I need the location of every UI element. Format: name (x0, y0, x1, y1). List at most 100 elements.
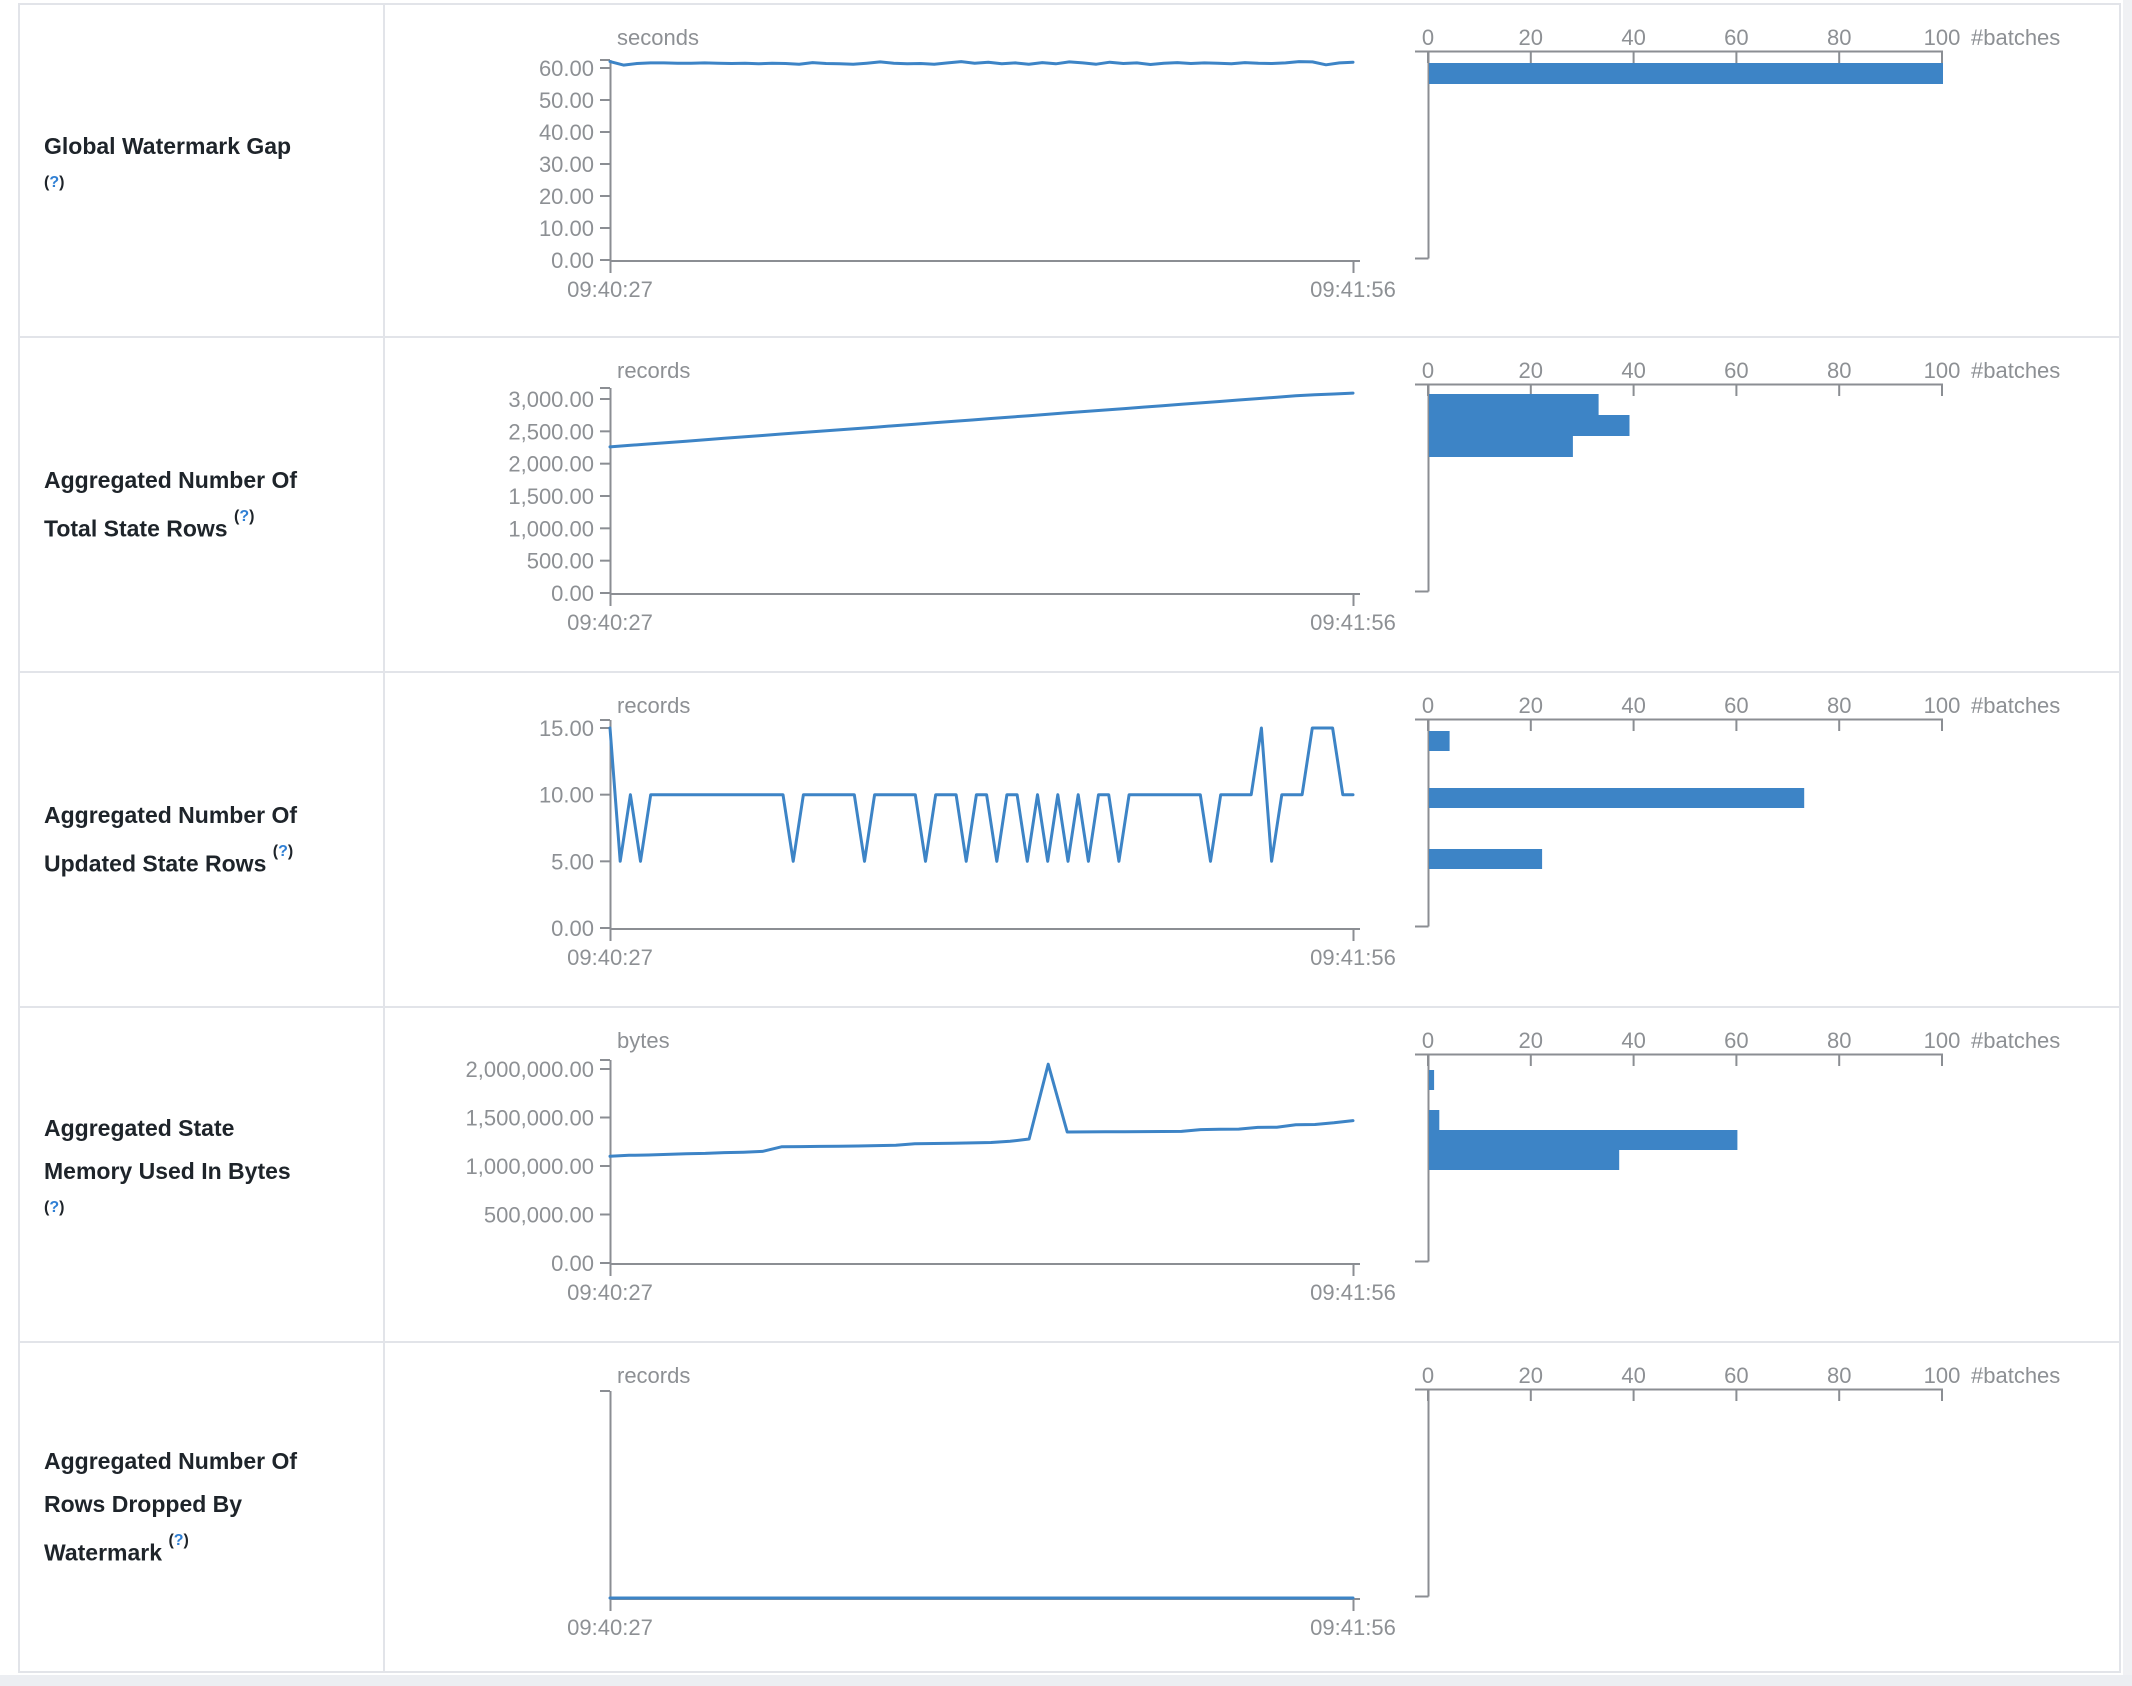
histogram-axis-tick-label: 60 (1724, 358, 1748, 383)
histogram-bar (1429, 63, 1943, 84)
help-question-icon[interactable]: ? (278, 842, 288, 860)
y-axis-tick-label: 40.00 (539, 120, 594, 145)
x-axis-end-label: 09:41:56 (1310, 1615, 1396, 1640)
histogram-axis-tick-label: 100 (1924, 1028, 1961, 1053)
y-axis-tick-label: 1,500,000.00 (466, 1106, 594, 1131)
histogram-bar (1429, 1070, 1435, 1090)
histogram-axis-tick-label: 80 (1827, 1363, 1851, 1388)
x-axis-end-label: 09:41:56 (1310, 945, 1396, 970)
charts-cell: bytes 2,000,000.00 1,500,000.00 1,000,000.0… (385, 1008, 2119, 1341)
histogram-axis-tick-label: 60 (1724, 1028, 1748, 1053)
metric-title-text: Aggregated Number Of (44, 801, 298, 828)
timeline-unit-label: seconds (617, 25, 699, 50)
histogram-bar (1429, 1110, 1440, 1130)
metric-title-line: Updated State Rows (?) (44, 837, 369, 886)
metric-title-line: Aggregated Number Of (44, 1440, 369, 1483)
help-paren-open: ( (272, 842, 279, 860)
metric-row: Aggregated State Memory Used In Bytes (?) b… (20, 1008, 2119, 1343)
histogram-axis-tick-label: 80 (1827, 358, 1851, 383)
histogram-axis-tick-label: 20 (1519, 1363, 1543, 1388)
timeline-data-line (608, 1062, 1355, 1158)
y-axis-tick-label: 2,000.00 (508, 452, 594, 477)
histogram-axis-tick-label: 40 (1621, 1028, 1645, 1053)
histogram-bar (1429, 849, 1543, 869)
metric-charts-svg: bytes 2,000,000.00 1,500,000.00 1,000,000.0… (466, 1028, 2061, 1305)
histogram-bar (1429, 1150, 1620, 1170)
y-axis-tick-label: 60.00 (539, 56, 594, 81)
help-paren-close: ) (59, 1199, 65, 1217)
help-paren-open: ( (168, 1531, 174, 1549)
y-axis-tick-label: 10.00 (539, 216, 594, 241)
metric-title-text: Updated State Rows (44, 850, 267, 877)
x-axis-start-label: 09:40:27 (567, 1615, 653, 1640)
charts-cell: records 3,000.00 2,500.00 2,000.00 1,500.00 1… (385, 338, 2119, 671)
metric-charts-svg: records 09:40:27 09:41:56 0 20 40 60 80 100 #batc… (567, 1363, 2060, 1640)
histogram-axis-tick-label: 0 (1422, 1363, 1434, 1388)
histogram-bar (1429, 436, 1573, 457)
histogram-axis-tick-label: 40 (1621, 693, 1645, 718)
histogram-axis-tick-label: 0 (1422, 693, 1434, 718)
y-axis-tick-label: 2,500.00 (508, 419, 594, 444)
histogram-bar (1429, 788, 1805, 808)
help-question-icon[interactable]: ? (173, 1531, 184, 1549)
metric-label-cell: Aggregated Number Of Total State Rows (?) (20, 338, 385, 671)
histogram-axis-tick-label: 60 (1724, 1363, 1748, 1388)
timeline-unit-label: records (617, 358, 690, 383)
timeline-data-line (608, 60, 1355, 67)
metric-title-line: (?) (44, 168, 369, 217)
histogram-axis-label: #batches (1971, 358, 2060, 383)
charts-cell: seconds 60.00 50.00 40.00 30.00 20.00 10.00 0.0… (385, 5, 2119, 336)
histogram-axis-tick-label: 40 (1621, 358, 1645, 383)
histogram-axis-tick-label: 100 (1924, 25, 1961, 50)
metric-title-text: Memory Used In Bytes (44, 1158, 291, 1185)
timeline-data-line (608, 391, 1355, 449)
metric-charts-svg: records 3,000.00 2,500.00 2,000.00 1,500.00 1… (508, 358, 2060, 635)
y-axis-tick-label: 10.00 (539, 783, 594, 808)
histogram-axis-label: #batches (1971, 693, 2060, 718)
metric-title-line: (?) (44, 1193, 369, 1242)
histogram-axis-label: #batches (1971, 1028, 2060, 1053)
histogram-axis-tick-label: 100 (1924, 1363, 1961, 1388)
charts-cell: records 15.00 10.00 5.00 0.00 09:40:27 09:41:5… (385, 673, 2119, 1006)
histogram-axis-tick-label: 0 (1422, 358, 1434, 383)
metric-title-line: Total State Rows (?) (44, 502, 369, 551)
timeline-unit-label: records (617, 1363, 690, 1388)
help-question-icon[interactable]: ? (49, 1199, 60, 1217)
metric-row: Global Watermark Gap (?) seconds 60.00 50.00… (20, 5, 2119, 338)
help-paren-close: ) (183, 1531, 189, 1549)
histogram-axis-label: #batches (1971, 1363, 2060, 1388)
y-axis-tick-label: 1,000.00 (508, 516, 594, 541)
y-axis-tick-label: 1,000,000.00 (466, 1154, 594, 1179)
histogram-axis-tick-label: 0 (1422, 25, 1434, 50)
streaming-statistics-table: Global Watermark Gap (?) seconds 60.00 50.00… (18, 3, 2121, 1673)
x-axis-end-label: 09:41:56 (1310, 610, 1396, 635)
metric-title-line: Global Watermark Gap (44, 125, 369, 168)
metric-title-line: Rows Dropped By (44, 1483, 369, 1526)
histogram-axis-tick-label: 60 (1724, 25, 1748, 50)
help-paren-open: ( (44, 1199, 50, 1217)
help-paren-close: ) (287, 842, 294, 860)
y-axis-tick-label: 0.00 (551, 248, 594, 273)
y-axis-tick-label: 3,000.00 (508, 387, 594, 412)
y-axis-tick-label: 0.00 (551, 1251, 594, 1276)
metric-title-line: Aggregated Number Of (44, 794, 369, 837)
metric-title-text: Aggregated Number Of (44, 1447, 298, 1474)
histogram-axis-tick-label: 80 (1827, 693, 1851, 718)
x-axis-start-label: 09:40:27 (567, 1280, 653, 1305)
histogram-axis-tick-label: 20 (1519, 25, 1543, 50)
timeline-unit-label: bytes (617, 1028, 670, 1053)
y-axis-tick-label: 500,000.00 (484, 1203, 594, 1228)
page-bottom-gutter (0, 1675, 2132, 1686)
metric-charts-svg: records 15.00 10.00 5.00 0.00 09:40:27 09:41:5… (539, 693, 2060, 970)
y-axis-tick-label: 2,000,000.00 (466, 1057, 594, 1082)
metric-row: Aggregated Number Of Updated State Rows (… (20, 673, 2119, 1008)
y-axis-tick-label: 500.00 (527, 549, 594, 574)
y-axis-tick-label: 20.00 (539, 184, 594, 209)
help-question-icon[interactable]: ? (49, 173, 60, 191)
y-axis-tick-label: 15.00 (539, 716, 594, 741)
histogram-axis-tick-label: 20 (1519, 1028, 1543, 1053)
help-question-icon[interactable]: ? (239, 507, 250, 525)
histogram-bar (1429, 731, 1450, 751)
histogram-axis-tick-label: 40 (1621, 25, 1645, 50)
